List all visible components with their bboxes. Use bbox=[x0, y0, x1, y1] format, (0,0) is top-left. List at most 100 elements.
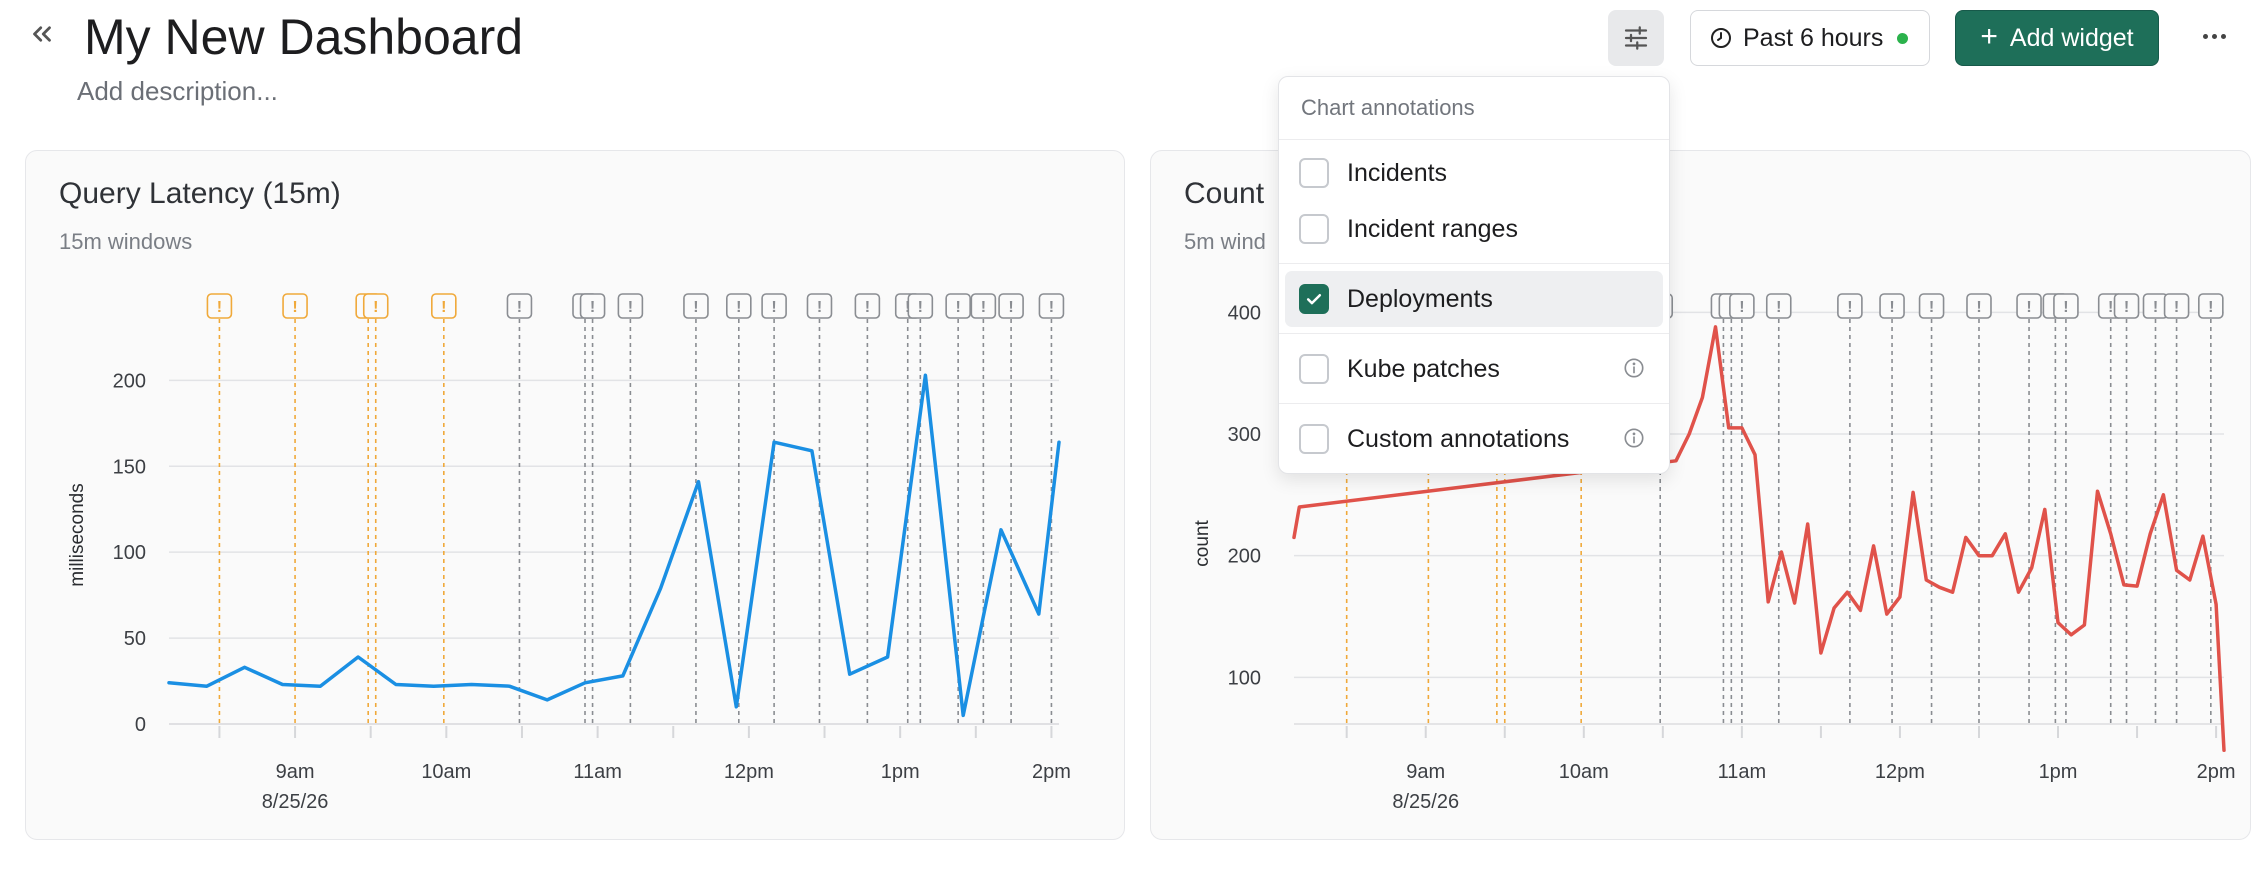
deployment-annotation-marker-glyph: ! bbox=[2124, 299, 2129, 316]
exclamation-marker-icon bbox=[206, 293, 233, 319]
checkbox-incidents[interactable] bbox=[1299, 158, 1329, 188]
collapse-sidebar-button[interactable] bbox=[22, 14, 62, 54]
more-options-button[interactable] bbox=[2192, 14, 2236, 58]
deployment-annotation-marker-glyph: ! bbox=[771, 299, 776, 316]
x-tick-label: 12pm bbox=[724, 761, 774, 783]
deployment-annotation-marker-glyph: ! bbox=[1739, 299, 1744, 316]
description-placeholder[interactable]: Add description... bbox=[77, 76, 278, 106]
exclamation-marker-icon bbox=[1038, 293, 1065, 319]
exclamation-marker-icon bbox=[907, 293, 934, 319]
exclamation-marker-icon bbox=[579, 293, 606, 319]
incident-annotation-marker-glyph: ! bbox=[292, 299, 297, 316]
exclamation-marker-icon bbox=[854, 293, 881, 319]
menu-item-deployments[interactable]: Deployments bbox=[1285, 271, 1663, 327]
deployment-annotation-marker-glyph: ! bbox=[981, 299, 986, 316]
deployment-annotation-marker-glyph: ! bbox=[693, 299, 698, 316]
y-tick-label: 100 bbox=[1228, 667, 1261, 689]
y-tick-label: 100 bbox=[113, 542, 146, 564]
time-range-picker[interactable]: Past 6 hours bbox=[1690, 10, 1930, 66]
chevrons-left-icon bbox=[33, 26, 51, 42]
deployment-annotation-marker-glyph: ! bbox=[517, 299, 522, 316]
menu-item-kube-patches[interactable]: Kube patches bbox=[1285, 341, 1663, 397]
checkbox-deployments[interactable] bbox=[1299, 284, 1329, 314]
add-widget-button[interactable]: + Add widget bbox=[1955, 10, 2159, 66]
menu-divider bbox=[1279, 333, 1669, 334]
deployment-annotation-marker-glyph: ! bbox=[2174, 299, 2179, 316]
x-tick-label: 9am bbox=[276, 761, 315, 783]
exclamation-marker-icon bbox=[2113, 293, 2140, 319]
deployment-annotation-marker-glyph: ! bbox=[590, 299, 595, 316]
live-status-dot bbox=[1897, 32, 1909, 44]
exclamation-marker-icon bbox=[2163, 293, 2190, 319]
y-tick-label: 0 bbox=[135, 714, 146, 736]
deployment-annotation-marker-glyph: ! bbox=[2026, 299, 2031, 316]
widget-card-query-latency[interactable]: Query Latency (15m) 15m windows 0 50 100 15… bbox=[25, 150, 1125, 840]
incident-annotation-marker-glyph: ! bbox=[441, 299, 446, 316]
query-latency-chart[interactable]: 0 50 100 150 200 milliseconds 9am 10am 11am 12pm 1… bbox=[26, 151, 1126, 841]
exclamation-marker-icon bbox=[726, 293, 752, 319]
deployment-annotation-marker-glyph: ! bbox=[1889, 299, 1894, 316]
widget-subtitle: 5m wind bbox=[1184, 229, 1266, 254]
x-date-label: 8/25/26 bbox=[262, 791, 329, 813]
checkbox-kube-patches[interactable] bbox=[1299, 354, 1329, 384]
series-line bbox=[1292, 325, 2226, 753]
deployment-annotation-marker-glyph: ! bbox=[1008, 299, 1013, 316]
dashboard-title[interactable]: My New Dashboard bbox=[84, 9, 524, 65]
widget-subtitle: 15m windows bbox=[59, 229, 193, 254]
exclamation-marker-icon bbox=[2053, 293, 2079, 319]
y-axis-label: milliseconds bbox=[67, 483, 88, 586]
exclamation-marker-icon bbox=[970, 293, 997, 319]
incident-annotation-marker-glyph: ! bbox=[373, 299, 378, 316]
deployment-annotation-marker-glyph: ! bbox=[736, 299, 741, 316]
menu-item-label: Deployments bbox=[1347, 284, 1493, 313]
y-tick-label: 200 bbox=[113, 370, 146, 392]
exclamation-marker-icon bbox=[2016, 293, 2042, 319]
exclamation-marker-icon bbox=[617, 293, 644, 319]
exclamation-marker-icon bbox=[1879, 293, 1905, 319]
x-tick-label: 9am bbox=[1406, 761, 1445, 783]
exclamation-marker-icon bbox=[683, 293, 709, 319]
deployment-annotation-marker-glyph: ! bbox=[1976, 299, 1981, 316]
exclamation-marker-icon bbox=[1966, 293, 1992, 319]
menu-item-incident-ranges[interactable]: Incident ranges bbox=[1285, 201, 1663, 257]
x-tick-label: 1pm bbox=[881, 761, 920, 783]
y-tick-label: 50 bbox=[124, 628, 146, 650]
x-tick-label: 1pm bbox=[2039, 761, 2078, 783]
x-tick-label: 11am bbox=[1718, 761, 1767, 783]
exclamation-marker-icon bbox=[362, 293, 389, 319]
deployment-annotation-marker-glyph: ! bbox=[955, 299, 960, 316]
checkbox-custom-annotations[interactable] bbox=[1299, 424, 1329, 454]
y-tick-label: 200 bbox=[1228, 546, 1261, 568]
y-axis-label: count bbox=[1192, 520, 1213, 567]
menu-divider bbox=[1279, 263, 1669, 264]
exclamation-marker-icon bbox=[431, 293, 457, 319]
deployment-annotation-marker-glyph: ! bbox=[2108, 299, 2113, 316]
deployment-annotation-marker-glyph: ! bbox=[865, 299, 870, 316]
menu-header: Chart annotations bbox=[1301, 95, 1475, 120]
deployment-annotation-marker-glyph: ! bbox=[1049, 299, 1054, 316]
menu-item-label: Kube patches bbox=[1347, 354, 1500, 383]
widget-title: Query Latency (15m) bbox=[59, 177, 341, 210]
x-tick-label: 11am bbox=[573, 761, 622, 783]
menu-item-custom-annotations[interactable]: Custom annotations bbox=[1285, 411, 1663, 467]
x-tick-label: 10am bbox=[1559, 761, 1609, 783]
info-icon[interactable] bbox=[1623, 357, 1645, 379]
exclamation-marker-icon bbox=[945, 293, 971, 319]
menu-item-incidents[interactable]: Incidents bbox=[1285, 145, 1663, 201]
add-widget-label: Add widget bbox=[2009, 23, 2134, 52]
exclamation-marker-icon bbox=[1765, 293, 1792, 319]
x-date-label: 8/25/26 bbox=[1392, 791, 1459, 813]
exclamation-marker-icon bbox=[1729, 293, 1755, 319]
y-tick-label: 400 bbox=[1228, 302, 1261, 324]
menu-item-label: Incidents bbox=[1347, 158, 1448, 187]
menu-item-label: Custom annotations bbox=[1347, 424, 1570, 453]
count-chart[interactable]: 100 200 300 400 count 9am 10am 11am 12pm 1pm 2pm 8/… bbox=[1151, 151, 2252, 841]
deployment-annotation-marker-glyph: ! bbox=[1847, 299, 1852, 316]
plus-icon: + bbox=[1980, 19, 1998, 53]
deployment-annotation-marker-glyph: ! bbox=[1929, 299, 1934, 316]
annotations-filter-button[interactable] bbox=[1608, 10, 1664, 66]
checkbox-incident-ranges[interactable] bbox=[1299, 214, 1329, 244]
chart-annotations-menu: Chart annotations Incidents Incident ran… bbox=[1278, 76, 1670, 474]
x-tick-label: 10am bbox=[421, 761, 471, 783]
info-icon[interactable] bbox=[1623, 427, 1645, 449]
